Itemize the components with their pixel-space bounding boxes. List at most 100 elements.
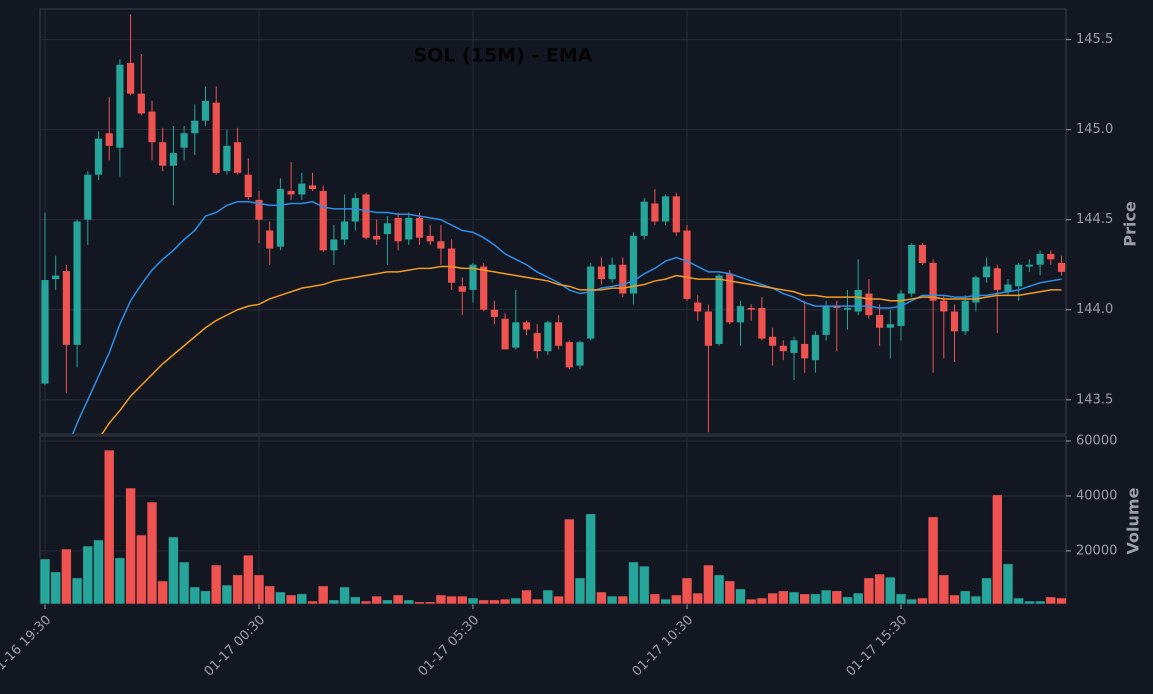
volume-bar xyxy=(799,593,811,605)
candle-body xyxy=(662,196,670,222)
volume-bar xyxy=(959,590,971,605)
candle-body xyxy=(993,268,1001,290)
candle-body xyxy=(298,183,306,195)
candle-body xyxy=(597,266,605,280)
volume-bar xyxy=(328,599,340,605)
volume-bar xyxy=(210,564,222,605)
candle-body xyxy=(94,138,103,175)
volume-bar xyxy=(456,595,468,605)
volume-bar xyxy=(970,595,982,605)
ema-line xyxy=(72,200,1062,434)
candle-body xyxy=(704,311,712,346)
volume-axis-label: Volume xyxy=(1124,487,1143,554)
candle-body xyxy=(961,300,969,332)
volume-bar xyxy=(339,586,350,605)
volume-bar xyxy=(489,599,500,605)
candle-body xyxy=(1047,253,1055,260)
volume-bar xyxy=(628,561,639,605)
candle-body xyxy=(73,221,81,345)
volume-bar xyxy=(243,554,254,605)
candle-body xyxy=(116,64,124,148)
volume-bar xyxy=(392,594,404,605)
volume-bar xyxy=(649,593,661,605)
candle-body xyxy=(191,120,199,134)
volume-bar xyxy=(264,585,276,605)
volume-bar xyxy=(820,589,832,605)
price-panel xyxy=(39,8,1067,435)
volume-bar xyxy=(906,598,918,605)
candle-body xyxy=(972,277,980,303)
volume-bar xyxy=(414,601,425,605)
candle-body xyxy=(255,199,263,220)
candle-body xyxy=(629,235,638,294)
candle-body xyxy=(918,244,926,263)
volume-bar xyxy=(917,597,928,605)
volume-bar xyxy=(660,598,671,605)
volume-bar xyxy=(371,595,383,605)
candle-body xyxy=(351,198,359,222)
volume-bar xyxy=(681,577,693,605)
y-axis-label: Price xyxy=(1121,201,1140,247)
volume-bar xyxy=(317,585,329,605)
candle-body xyxy=(769,336,777,346)
volume-bar xyxy=(606,595,618,605)
volume-bar xyxy=(71,577,83,605)
volume-bar xyxy=(884,576,896,605)
x-tick-label: 01-17 15:30 xyxy=(844,613,911,680)
volume-bar xyxy=(189,586,201,605)
candle-body xyxy=(394,217,402,242)
candle-body xyxy=(736,306,745,323)
volume-bar xyxy=(874,573,885,605)
candle-body xyxy=(565,342,573,368)
candle-body xyxy=(469,264,477,290)
ema-line xyxy=(101,265,1062,434)
volume-bar xyxy=(574,577,586,605)
candle-body xyxy=(950,311,959,332)
candle-body xyxy=(201,100,210,121)
candle-body xyxy=(672,196,680,233)
volume-bar xyxy=(253,574,265,605)
volume-bar xyxy=(146,501,158,605)
volume-bar xyxy=(788,591,800,605)
marks xyxy=(39,14,1067,605)
candle-body xyxy=(522,322,531,330)
volume-bar xyxy=(1034,600,1046,605)
candle-body xyxy=(876,315,884,328)
volume-bar xyxy=(221,584,233,605)
candle-body xyxy=(415,217,424,238)
volume-bar xyxy=(852,592,864,605)
volume-bar xyxy=(1013,597,1025,605)
volume-bar xyxy=(949,594,960,605)
volume-bar xyxy=(382,599,393,605)
candle-body xyxy=(341,221,349,240)
volume-bar xyxy=(403,599,415,605)
candle-body xyxy=(490,309,498,317)
candle-body xyxy=(929,262,937,301)
y-tick-label: 144.5 xyxy=(1076,212,1113,227)
x-tick-label: 01-17 10:30 xyxy=(630,613,697,680)
candle-body xyxy=(180,133,188,148)
candle-body xyxy=(169,153,177,166)
volume-bar xyxy=(275,591,286,605)
candle-body xyxy=(822,306,830,335)
candle-body xyxy=(426,235,434,242)
x-tick-label: 01-17 05:30 xyxy=(416,613,483,680)
volume-bar xyxy=(168,536,179,605)
candle-body xyxy=(137,93,145,114)
candle-body xyxy=(223,145,231,172)
volume-bar xyxy=(296,593,308,605)
volume-bar xyxy=(724,580,736,605)
candle-body xyxy=(501,318,509,350)
volume-bar xyxy=(478,599,490,605)
candle-body xyxy=(779,345,787,352)
candle-body xyxy=(854,289,862,312)
x-tick-label: 01-17 00:30 xyxy=(202,613,269,680)
volume-bar xyxy=(777,590,789,605)
volume-bar xyxy=(424,601,436,605)
volume-bar xyxy=(499,598,511,605)
candle-body xyxy=(790,340,798,353)
y-tick-label: 143.5 xyxy=(1076,392,1113,407)
volume-bar xyxy=(638,565,650,605)
candle-body xyxy=(234,142,242,173)
volume-bar xyxy=(435,594,447,605)
